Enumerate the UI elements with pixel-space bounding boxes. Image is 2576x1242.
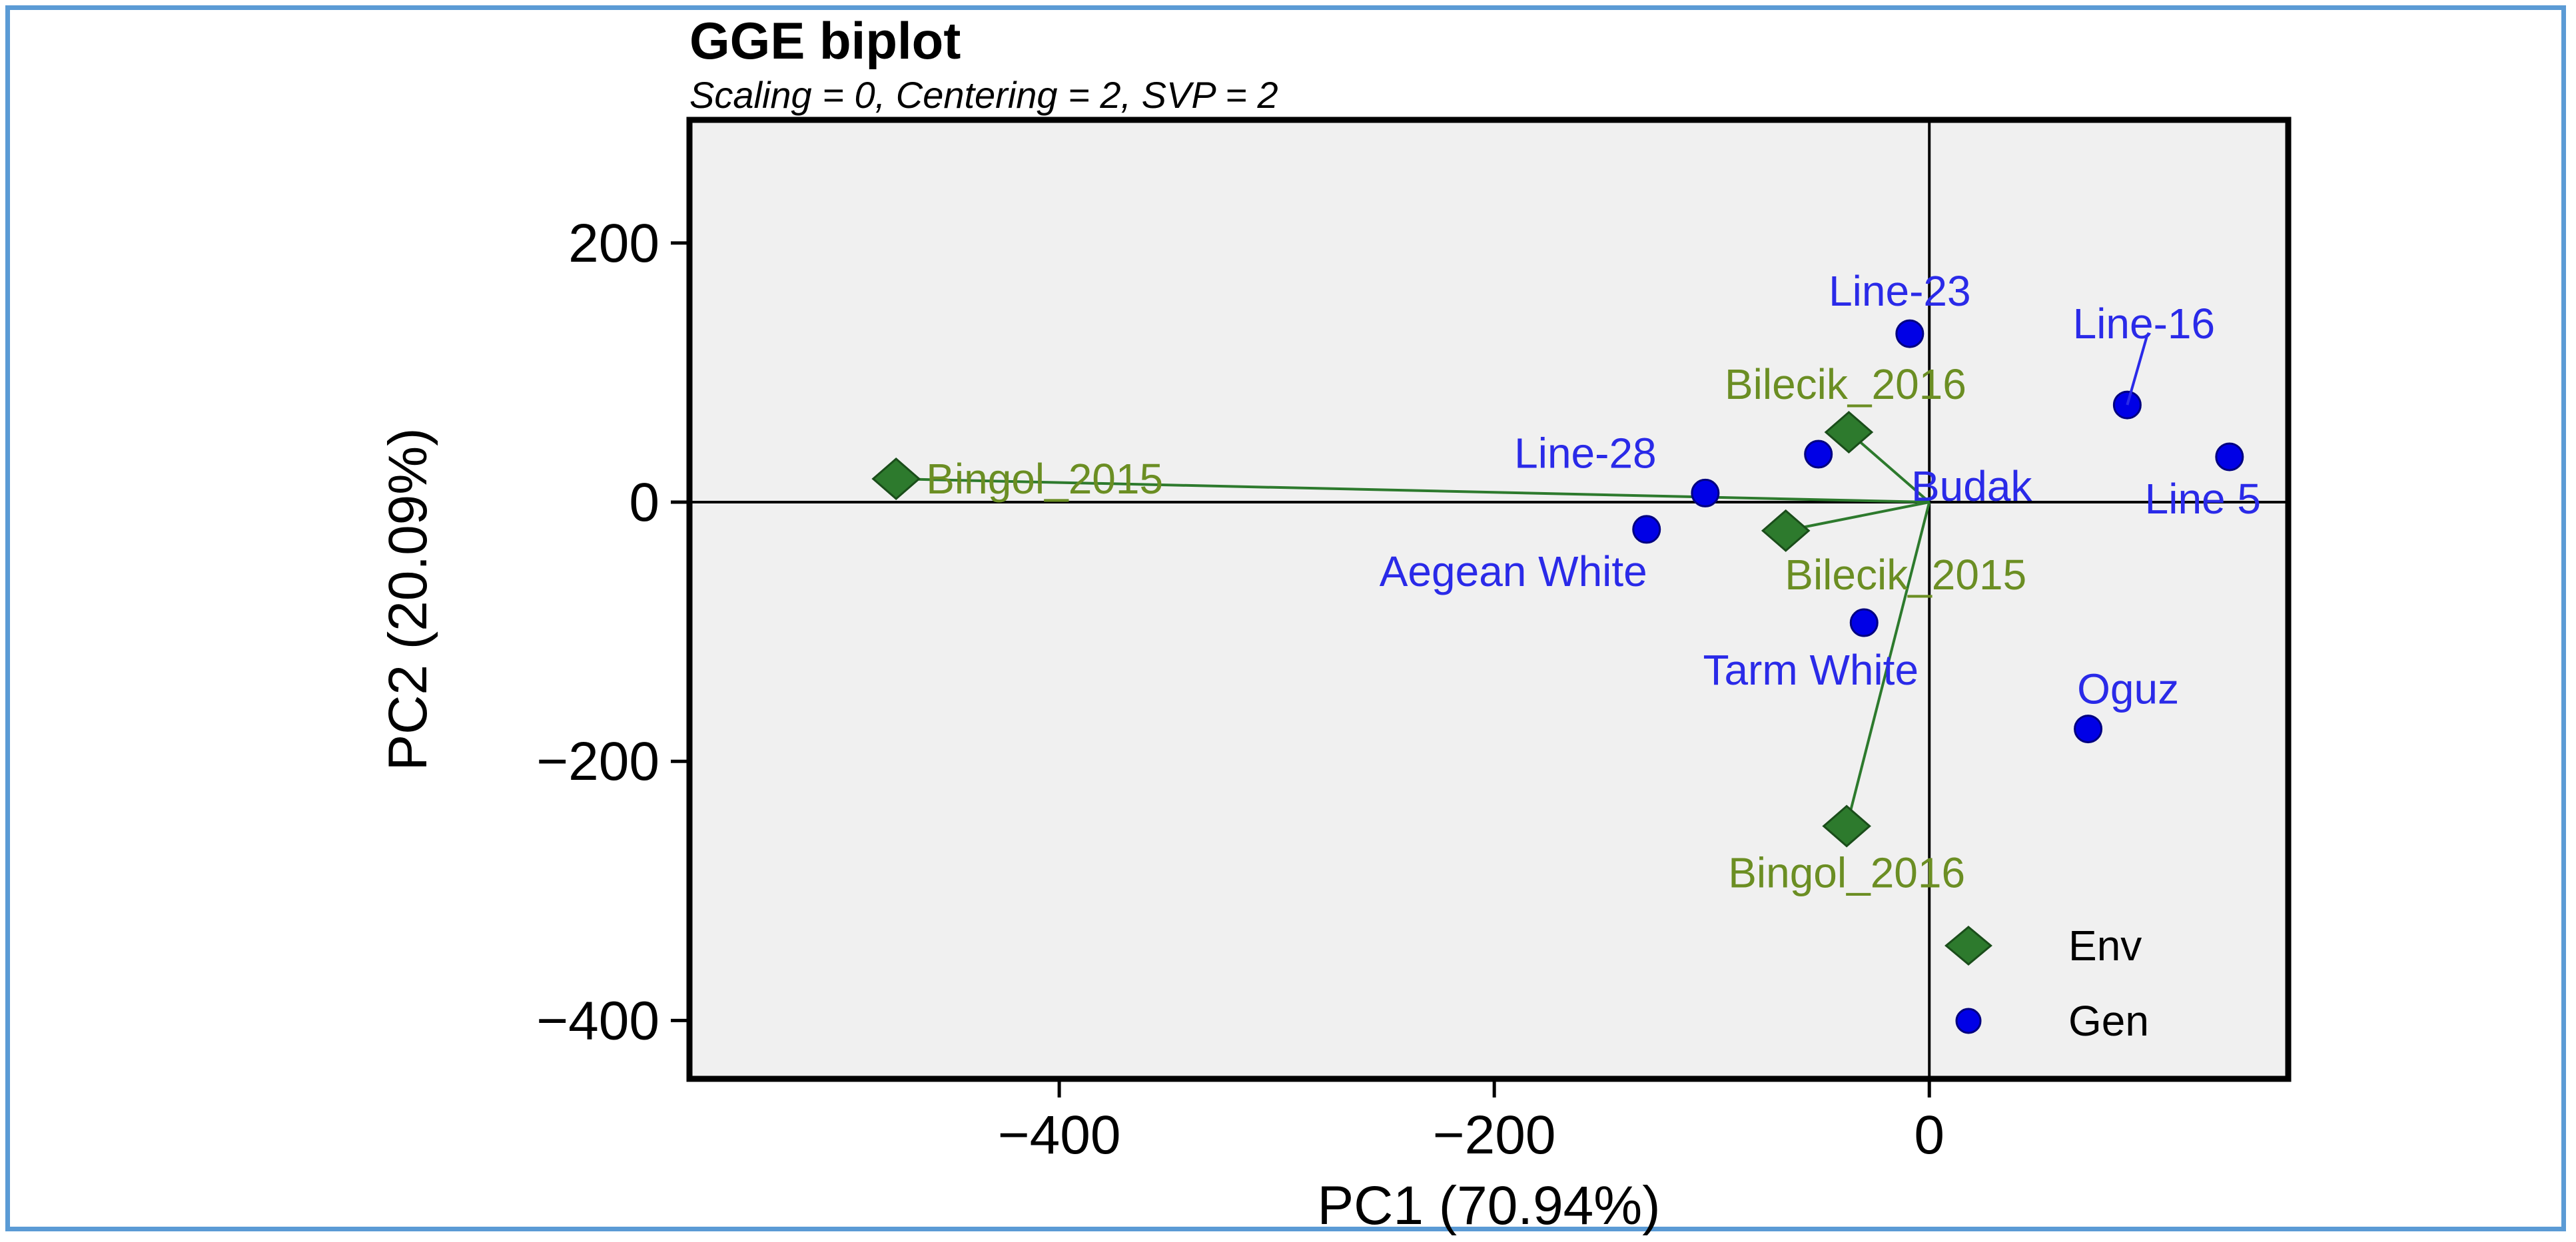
x-tick-label: 0	[1914, 1105, 1944, 1165]
gen-marker-tarm-white	[1849, 608, 1879, 637]
y-tick-label: 200	[568, 213, 659, 274]
legend-label-env: Env	[2068, 922, 2142, 970]
plot-border	[686, 117, 2292, 1082]
gen-label-budak: Budak	[1911, 462, 2032, 510]
legend: Env Gen	[1944, 922, 2149, 1045]
vector-bilecik-2015	[1785, 501, 1930, 532]
gen-marker-line-28	[1691, 478, 1720, 507]
legend-label-gen: Gen	[2068, 997, 2149, 1045]
env-marker-bilecik-2015	[1761, 509, 1811, 552]
gen-marker-budak	[1804, 440, 1833, 469]
vector-bilecik-2016	[1848, 431, 1931, 503]
chart-subtitle: Scaling = 0, Centering = 2, SVP = 2	[689, 74, 1278, 116]
gen-marker-line-23	[1895, 319, 1925, 348]
gen-label-line-5: Line 5	[2145, 475, 2261, 523]
x-axis-label: PC1 (70.94%)	[1317, 1175, 1660, 1236]
vector-bingol-2015	[896, 477, 1930, 504]
y-axis-label: PC2 (20.09%)	[378, 428, 438, 771]
y-tick-label: 0	[629, 472, 659, 533]
env-marker-bilecik-2016	[1824, 410, 1874, 454]
gen-label-line-28: Line-28	[1514, 429, 1657, 477]
gen-label-aegean-white: Aegean White	[1380, 547, 1647, 595]
gen-label-line-16: Line-16	[2073, 300, 2216, 348]
label-leader-line-16	[2126, 334, 2149, 406]
x-tick-label: −400	[998, 1105, 1121, 1165]
env-label-bingol-2016: Bingol_2016	[1728, 849, 1965, 897]
x-tick-label: −200	[1433, 1105, 1556, 1165]
env-label-bilecik-2015: Bilecik_2015	[1785, 551, 2026, 599]
gen-marker-aegean-white	[1632, 515, 1661, 544]
gen-marker-oguz	[2074, 715, 2103, 744]
y-tick-label: −200	[536, 731, 659, 792]
env-label-bilecik-2016: Bilecik_2016	[1725, 360, 1966, 408]
plot-area	[689, 120, 2288, 1079]
y-tick-label: −400	[536, 990, 659, 1051]
gen-label-tarm-white: Tarm White	[1703, 646, 1919, 694]
env-marker-bingol-2016	[1822, 804, 1871, 848]
env-marker-bingol-2015	[871, 458, 921, 501]
legend-gen-marker	[1955, 1008, 1982, 1034]
chart-title: GGE biplot	[689, 11, 961, 70]
gen-marker-line-5	[2215, 442, 2244, 471]
vector-bingol-2016	[1845, 501, 1931, 827]
gen-label-oguz: Oguz	[2077, 665, 2179, 713]
env-label-bingol-2015: Bingol_2015	[926, 455, 1163, 503]
gen-label-line-23: Line-23	[1829, 267, 1971, 315]
legend-env-marker	[1944, 926, 1992, 966]
